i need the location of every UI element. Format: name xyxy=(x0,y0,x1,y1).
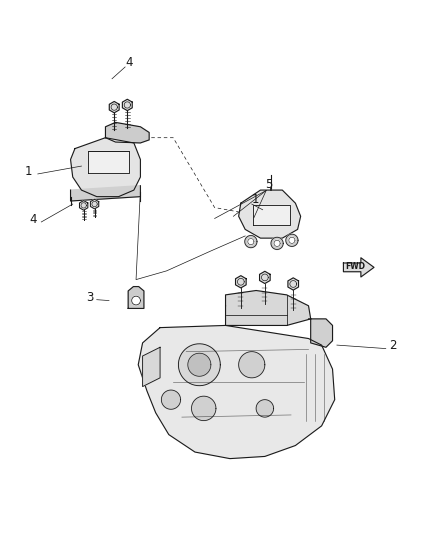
Polygon shape xyxy=(271,237,283,249)
Polygon shape xyxy=(71,185,141,201)
Text: 5: 5 xyxy=(265,178,272,191)
Polygon shape xyxy=(161,390,180,409)
Polygon shape xyxy=(239,352,265,378)
Polygon shape xyxy=(274,240,280,246)
Polygon shape xyxy=(110,101,119,113)
Polygon shape xyxy=(90,199,99,209)
Polygon shape xyxy=(226,290,311,326)
Text: 3: 3 xyxy=(86,290,93,304)
Text: FWD: FWD xyxy=(345,262,365,271)
Polygon shape xyxy=(343,258,374,277)
Text: 4: 4 xyxy=(125,55,133,69)
Polygon shape xyxy=(245,236,257,248)
Text: 4: 4 xyxy=(29,213,37,226)
Polygon shape xyxy=(253,205,290,225)
Polygon shape xyxy=(260,271,270,284)
Polygon shape xyxy=(308,319,332,348)
Text: 1: 1 xyxy=(252,193,259,206)
Polygon shape xyxy=(132,296,141,305)
Polygon shape xyxy=(248,239,254,245)
Polygon shape xyxy=(88,151,130,173)
Polygon shape xyxy=(239,190,300,238)
Polygon shape xyxy=(138,326,335,458)
Polygon shape xyxy=(188,353,211,376)
Polygon shape xyxy=(128,287,144,309)
Polygon shape xyxy=(191,396,216,421)
Polygon shape xyxy=(256,400,274,417)
Polygon shape xyxy=(178,344,220,386)
Polygon shape xyxy=(79,200,88,210)
Text: 2: 2 xyxy=(389,340,397,352)
Polygon shape xyxy=(286,234,298,246)
Polygon shape xyxy=(122,99,132,111)
Polygon shape xyxy=(106,123,149,143)
Polygon shape xyxy=(289,237,295,244)
Polygon shape xyxy=(288,278,299,290)
Polygon shape xyxy=(236,276,246,288)
Polygon shape xyxy=(143,348,160,386)
Text: 1: 1 xyxy=(25,165,32,178)
Polygon shape xyxy=(71,138,141,197)
